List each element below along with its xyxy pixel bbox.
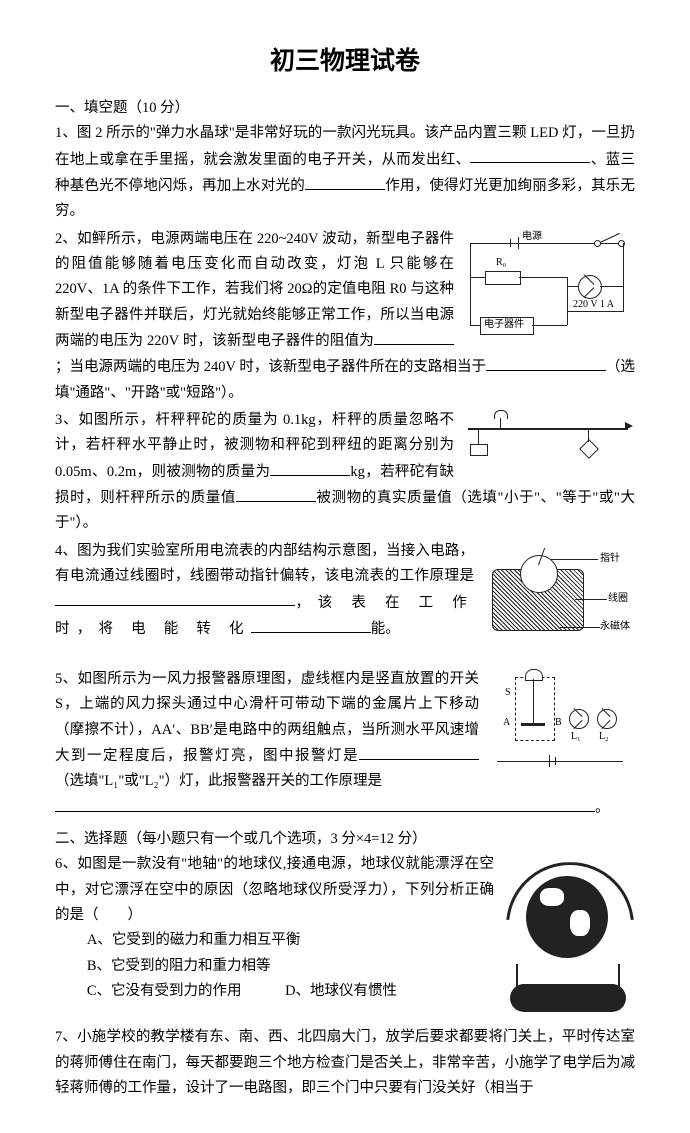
q4-t1: 图为我们实验室所用电流表的内部结构示意图，当接入电路，有电流通过线圈时，线圈带动… [55, 543, 474, 584]
q4-blank-2[interactable] [251, 616, 371, 633]
q5-figure: S A B L₁ L₂ [485, 669, 635, 784]
q5-num: 5、 [55, 671, 78, 687]
question-7: 7、小施学校的教学楼有东、南、西、北四扇大门，放学后要求都要将门关上，平时传达室… [55, 1025, 635, 1101]
q1-blank-2[interactable] [305, 173, 385, 190]
section-2-heading: 二、选择题（每小题只有一个或几个选项，3 分×4=12 分） [55, 827, 635, 852]
question-2: 电源 R₀ 220 V 1 A 电子器件 [55, 227, 635, 407]
q1-blank-1[interactable] [470, 147, 590, 164]
q1-num: 1、 [55, 125, 77, 141]
q7-num: 7、 [55, 1029, 77, 1045]
question-5: S A B L₁ L₂ 5、如图所示为一风力报警器原理图，虚线框内是竖直放置的开… [55, 667, 635, 821]
question-6: 6、如图是一款没有"地轴"的地球仪,接通电源，地球仪就能漂浮在空中，对它漂浮在空… [55, 852, 635, 1023]
fig5-l2: L₂ [599, 731, 609, 742]
q5-tail: 。 [55, 795, 635, 821]
q2-blank-1[interactable] [374, 328, 454, 345]
fig4-pointer: 指针 [600, 553, 620, 564]
q7-stem: 小施学校的教学楼有东、南、西、北四扇大门，放学后要求都要将门关上，平时传达室的蒋… [55, 1029, 635, 1096]
q3-num: 3、 [55, 412, 79, 428]
fig-label-source: 电源 [522, 231, 542, 242]
section-1-heading: 一、填空题（10 分） [55, 96, 635, 121]
q2-t2: ；当电源两端的电压为 240V 时，该新型电子器件所在的支路相当于 [55, 359, 486, 375]
q4-num: 4、 [55, 543, 77, 559]
fig5-l1: L₁ [571, 731, 581, 742]
question-1: 1、图 2 所示的"弹力水晶球"是非常好玩的一款闪光玩具。该产品内置三颗 LED… [55, 121, 635, 224]
fig-label-bulb: 220 V 1 A [573, 299, 614, 310]
question-4: 指针 线圈 永磁体 4、图为我们实验室所用电流表的内部结构示意图，当接入电路，有… [55, 539, 635, 665]
page-title: 初三物理试卷 [55, 40, 635, 84]
q6-opt-c-text: C、它没有受到力的作用 [87, 983, 242, 999]
fig4-magnet: 永磁体 [600, 621, 630, 632]
section-2: 二、选择题（每小题只有一个或几个选项，3 分×4=12 分） 6、如图是一款没有… [55, 827, 635, 1102]
q5-blank-1[interactable] [359, 743, 479, 760]
q6-opt-d-text: D、地球仪有惯性 [285, 983, 397, 999]
q2-num: 2、 [55, 231, 77, 247]
q5-blank-2[interactable] [55, 795, 595, 812]
fig5-a: A [503, 717, 510, 728]
fig4-coil: 线圈 [608, 593, 628, 604]
q2-blank-2[interactable] [486, 354, 606, 371]
q4-t3: 能。 [371, 621, 400, 637]
q3-blank-2[interactable] [236, 485, 316, 502]
question-3: 3、如图所示，杆秤秤砣的质量为 0.1kg，杆秤的质量忽略不计，若杆秤水平静止时… [55, 408, 635, 537]
q3-blank-1[interactable] [270, 459, 350, 476]
q6-stem: 如图是一款没有"地轴"的地球仪,接通电源，地球仪就能漂浮在空中，对它漂浮在空中的… [55, 856, 494, 923]
fig5-s: S [505, 687, 511, 698]
q6-figure [500, 854, 635, 1019]
q4-blank-1[interactable] [55, 590, 295, 607]
q6-num: 6、 [55, 856, 77, 872]
q4-figure: 指针 线圈 永磁体 [480, 541, 635, 661]
fig5-b: B [555, 717, 562, 728]
q5-t2: （选填"L₁"或"L₂"）灯，此报警器开关的工作原理是 [55, 773, 382, 789]
q3-figure [460, 410, 635, 470]
fig-label-device: 电子器件 [484, 319, 524, 330]
fig-label-r0: R₀ [496, 257, 506, 268]
section-1: 一、填空题（10 分） 1、图 2 所示的"弹力水晶球"是非常好玩的一款闪光玩具… [55, 96, 635, 821]
q2-figure: 电源 R₀ 220 V 1 A 电子器件 [460, 229, 635, 339]
